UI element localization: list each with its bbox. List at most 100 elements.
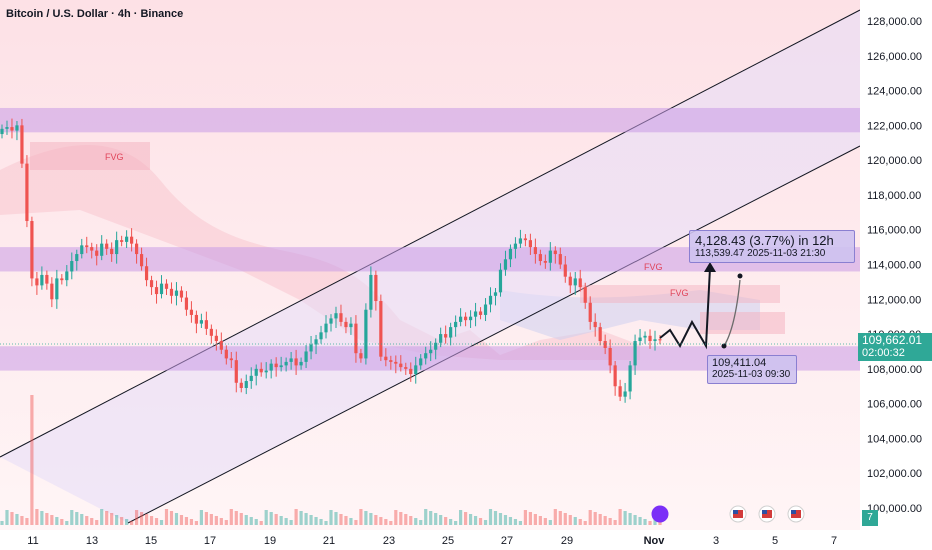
volume-bar [85, 516, 89, 525]
candle-body [628, 365, 632, 392]
volume-bar [374, 515, 378, 525]
fvg-label: FVG [644, 262, 663, 272]
candle-body [478, 311, 483, 315]
cloud-area [0, 145, 640, 360]
volume-bar [493, 511, 498, 525]
candle-body [389, 360, 393, 362]
volume-bar [349, 518, 353, 525]
candle-body [154, 287, 159, 295]
candle-body [404, 367, 408, 369]
candle-body [394, 361, 398, 364]
volume-bar [319, 519, 323, 525]
candle-body [125, 236, 129, 242]
event-lightning-icon[interactable] [651, 505, 669, 523]
y-tick-label: 102,000.00 [867, 468, 922, 480]
candle-body [144, 266, 149, 281]
candle-body [254, 368, 258, 376]
volume-bar [508, 517, 513, 525]
fvg-label: FVG [105, 152, 124, 162]
volume-bar [518, 521, 523, 525]
candle-body [568, 276, 572, 286]
candle-body [269, 363, 273, 371]
candle-body [0, 128, 4, 135]
candle-body [588, 302, 592, 322]
volume-bar [30, 395, 34, 525]
candle-body [329, 318, 333, 324]
volume-bar [45, 513, 49, 525]
candle-body [463, 316, 468, 321]
volume-bar [379, 517, 383, 525]
y-tick-label: 120,000.00 [867, 155, 922, 167]
candle-body [324, 323, 328, 333]
y-tick-label: 128,000.00 [867, 16, 922, 28]
y-tick-label: 122,000.00 [867, 120, 922, 132]
fvg-box [580, 285, 780, 303]
event-icons[interactable] [651, 505, 805, 523]
volume-bar [60, 519, 64, 525]
candle-body [379, 301, 383, 357]
price-axis[interactable] [860, 0, 932, 530]
candle-body [643, 335, 647, 338]
candle-body [120, 240, 124, 242]
measure-label-bottom[interactable]: 109,411.04 2025-11-03 09:30 [707, 355, 797, 384]
candle-body [45, 274, 49, 284]
volume-bar [578, 519, 582, 525]
volume-bar [65, 521, 69, 525]
candle-body [359, 353, 363, 359]
volume-bar [523, 510, 528, 525]
volume-bar [314, 517, 318, 525]
volume-bar [130, 521, 134, 525]
candle-body [70, 261, 74, 272]
volume-bar [269, 512, 273, 525]
volume-bar [214, 516, 218, 525]
candle-body [115, 240, 119, 255]
y-tick-label: 104,000.00 [867, 433, 922, 445]
candle-body [434, 342, 438, 350]
volume-bar [0, 521, 4, 525]
measure-bottom-line2: 2025-11-03 09:30 [712, 369, 791, 380]
y-tick-label: 116,000.00 [867, 225, 921, 237]
candle-body [159, 283, 164, 295]
time-axis[interactable] [0, 530, 932, 550]
candle-body [563, 264, 567, 277]
volume-bar [339, 514, 343, 525]
candle-body [648, 335, 652, 342]
us-flag-icon[interactable] [758, 505, 776, 523]
volume-bar [429, 511, 433, 525]
projection-path[interactable] [659, 262, 743, 350]
volume-bar [239, 513, 243, 525]
flag-canton [791, 510, 796, 514]
tradingview-logo-icon[interactable]: 7 [862, 510, 878, 526]
us-flag-icon[interactable] [787, 505, 805, 523]
volume-bar [623, 511, 627, 525]
volume-bar [563, 513, 567, 525]
candle-body [523, 238, 528, 241]
volume-bar [284, 518, 288, 525]
x-tick-label: 17 [204, 535, 216, 547]
candle-body [608, 347, 612, 366]
volume-bar [164, 509, 169, 525]
volume-bar [468, 514, 473, 525]
x-tick-label: 15 [145, 535, 157, 547]
candle-body [548, 250, 552, 263]
candle-body [498, 269, 503, 293]
measure-bottom-line1: 109,411.04 [712, 357, 767, 369]
x-tick-label: 19 [264, 535, 276, 547]
volume-bar [543, 518, 547, 525]
candle-body [658, 339, 662, 341]
volume-bar [488, 509, 493, 525]
measure-label-top[interactable]: 4,128.43 (3.77%) in 12h 113,539.47 2025-… [689, 230, 855, 263]
flag-canton [762, 510, 767, 514]
fvg-box [30, 142, 150, 170]
candle-body [199, 320, 203, 324]
volume-bar [483, 520, 488, 525]
volume-bar [638, 517, 642, 525]
candle-body [134, 243, 139, 255]
chart-title: Bitcoin / U.S. Dollar · 4h · Binance [6, 8, 184, 20]
candle-body [334, 313, 338, 319]
x-axis-labels: 11 13 15 17 19 21 23 25 27 29 Nov 3 5 7 [27, 535, 837, 547]
candle-body [309, 344, 313, 352]
us-flag-icon[interactable] [729, 505, 747, 523]
x-tick-label: 29 [561, 535, 573, 547]
